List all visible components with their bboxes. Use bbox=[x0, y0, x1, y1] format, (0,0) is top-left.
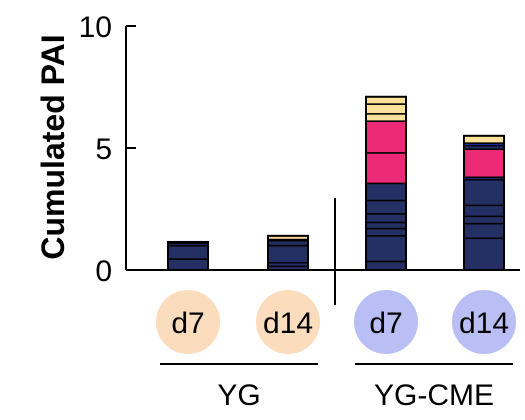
bar-segment bbox=[463, 135, 505, 144]
bar-segment bbox=[365, 182, 407, 202]
bar-stack bbox=[365, 95, 407, 272]
bar-segment bbox=[267, 244, 309, 264]
bar-outline bbox=[267, 234, 309, 271]
bar-segment bbox=[365, 152, 407, 185]
bar-segment bbox=[463, 204, 505, 218]
y-tick-label: 0 bbox=[95, 255, 112, 288]
bar-segment bbox=[365, 120, 407, 154]
bar-segment bbox=[365, 221, 407, 230]
category-label: d7 bbox=[171, 307, 204, 340]
category-badge bbox=[256, 290, 320, 354]
category-label: d14 bbox=[459, 307, 509, 340]
bar-segment bbox=[167, 244, 209, 260]
y-tick-label: 5 bbox=[95, 133, 112, 166]
bar-stack bbox=[463, 134, 505, 271]
bar-segment bbox=[167, 258, 209, 271]
bar-segment bbox=[463, 178, 505, 207]
bar-outline bbox=[365, 95, 407, 272]
bar-stack bbox=[267, 234, 309, 271]
bar-segment bbox=[365, 96, 407, 105]
category-badge bbox=[354, 290, 418, 354]
group-labels: YG YG-CME bbox=[160, 363, 513, 412]
bar-segment bbox=[365, 235, 407, 263]
bar-segment bbox=[463, 148, 505, 179]
bar-segment bbox=[463, 222, 505, 240]
bar-stack bbox=[167, 240, 209, 272]
group-label: YG bbox=[217, 379, 260, 412]
bar-segment bbox=[463, 215, 505, 225]
category-badge bbox=[156, 290, 220, 354]
bar-segment bbox=[365, 227, 407, 237]
bar-outline bbox=[167, 240, 209, 272]
bar-segment bbox=[365, 199, 407, 215]
category-label: d14 bbox=[263, 307, 313, 340]
bar-segment bbox=[365, 103, 407, 115]
bars bbox=[167, 95, 505, 272]
bar-segment bbox=[365, 113, 407, 122]
bar-segment bbox=[463, 237, 505, 271]
category-badge bbox=[452, 290, 516, 354]
y-axis-label: Cumulated PAI bbox=[35, 34, 71, 259]
y-tick-label: 10 bbox=[79, 11, 112, 44]
bar-outline bbox=[463, 134, 505, 271]
category-label: d7 bbox=[369, 307, 402, 340]
category-labels: d7 d14 d7 d14 bbox=[156, 290, 516, 354]
group-label: YG-CME bbox=[374, 379, 494, 412]
bar-segment bbox=[365, 260, 407, 271]
bar-segment bbox=[365, 213, 407, 224]
